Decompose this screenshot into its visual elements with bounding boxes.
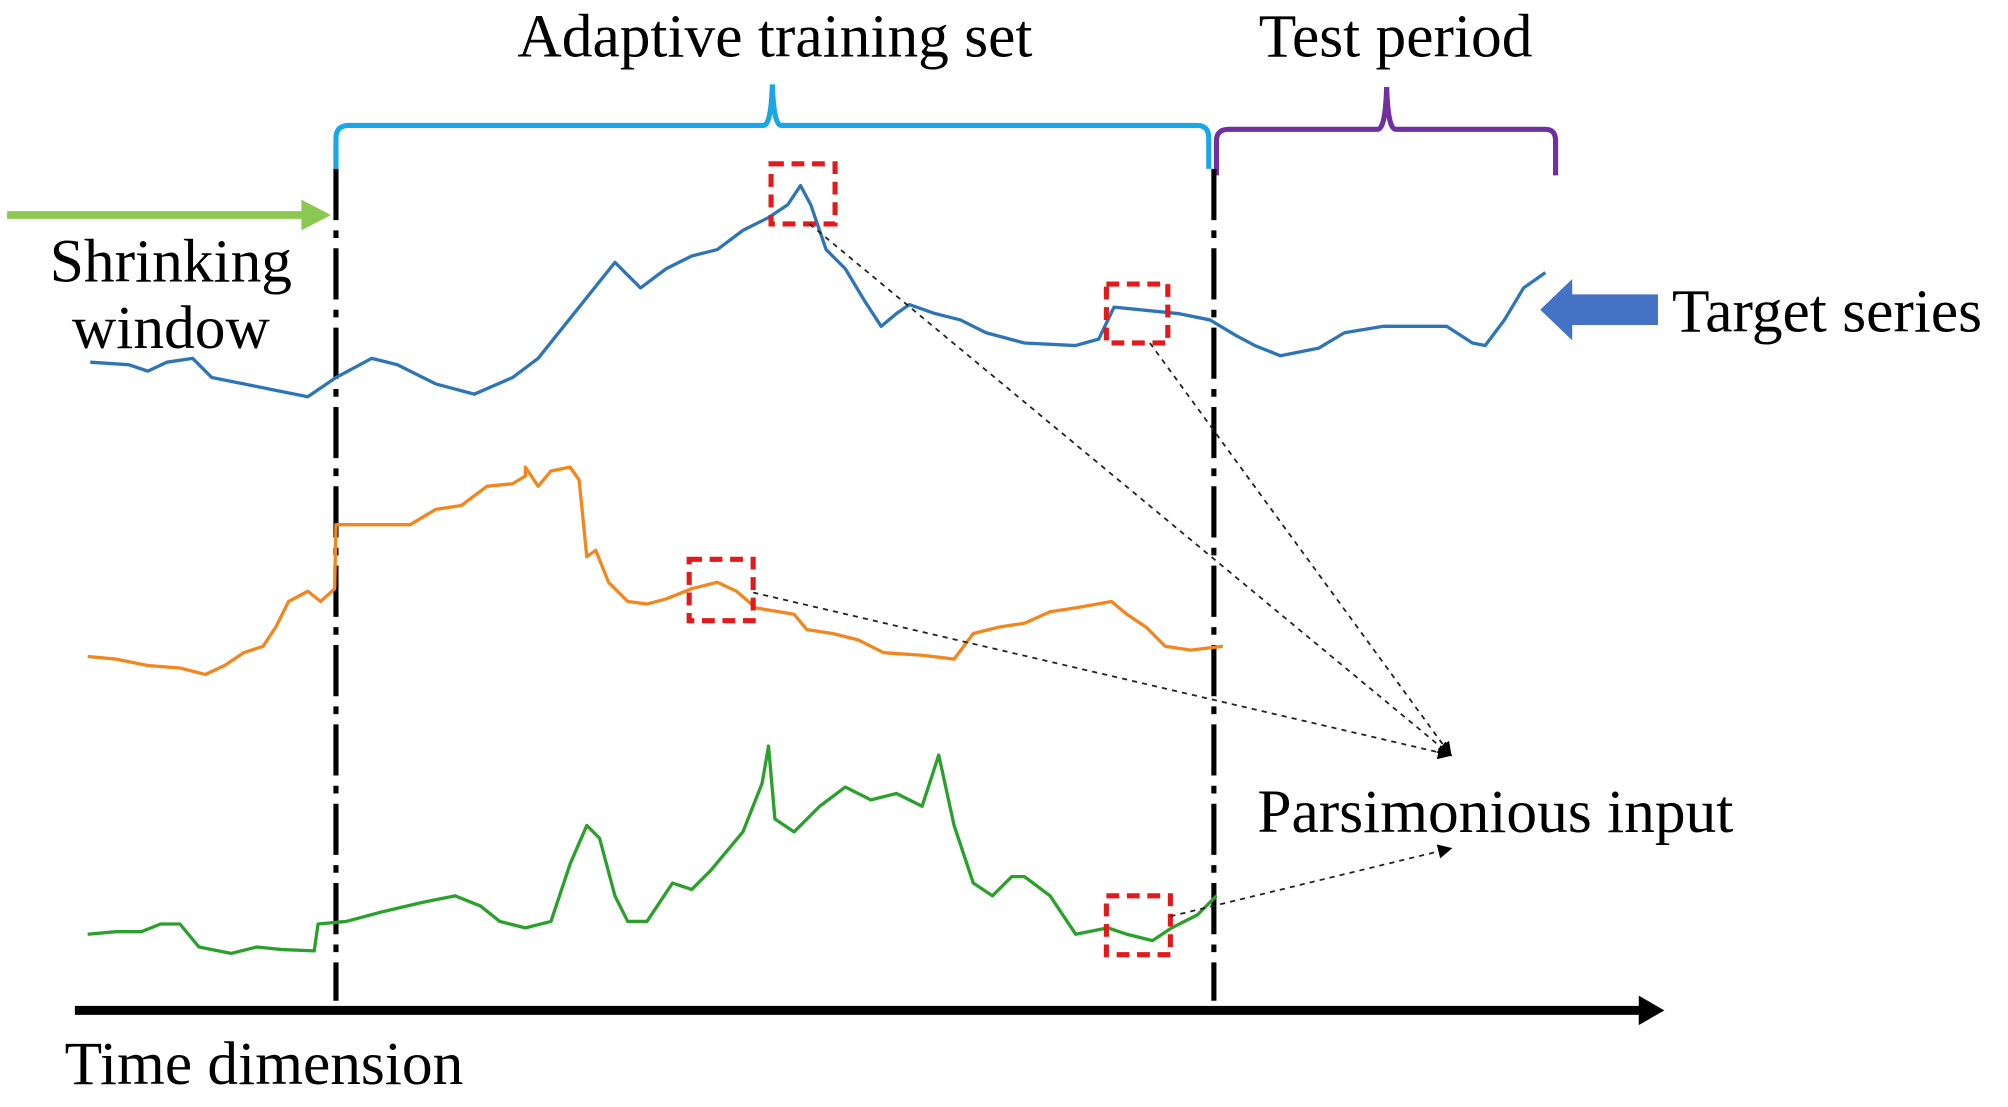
time-axis-arrow — [74, 995, 1665, 1026]
selection-arrow — [808, 223, 1453, 757]
highlight-box — [768, 161, 838, 227]
target-series-label: Target series — [1672, 277, 1982, 345]
training-brace — [333, 84, 1212, 169]
time-axis-label: Time dimension — [65, 1030, 464, 1098]
highlight-box — [1103, 281, 1171, 346]
highlight-box — [1103, 893, 1173, 958]
highlight-box — [686, 556, 756, 624]
parsimonious-input-label: Parsimonious input — [1257, 778, 1733, 846]
selection-arrow — [752, 591, 1453, 760]
selection-arrow — [1149, 342, 1452, 757]
input-series-2-line — [87, 465, 1224, 677]
test-brace — [1213, 86, 1559, 176]
training-set-label: Adaptive training set — [517, 2, 1032, 70]
target-series-line — [90, 183, 1547, 399]
test-period-label: Test period — [1259, 2, 1533, 70]
shrinking-arrow-icon — [7, 199, 331, 231]
input-series-3-line — [87, 744, 1218, 956]
shrinking-window-label-1: Shrinking — [50, 228, 292, 296]
target-arrow-icon — [1540, 278, 1658, 341]
shrinking-window-label-2: window — [72, 294, 271, 362]
selection-arrow — [1170, 844, 1453, 918]
